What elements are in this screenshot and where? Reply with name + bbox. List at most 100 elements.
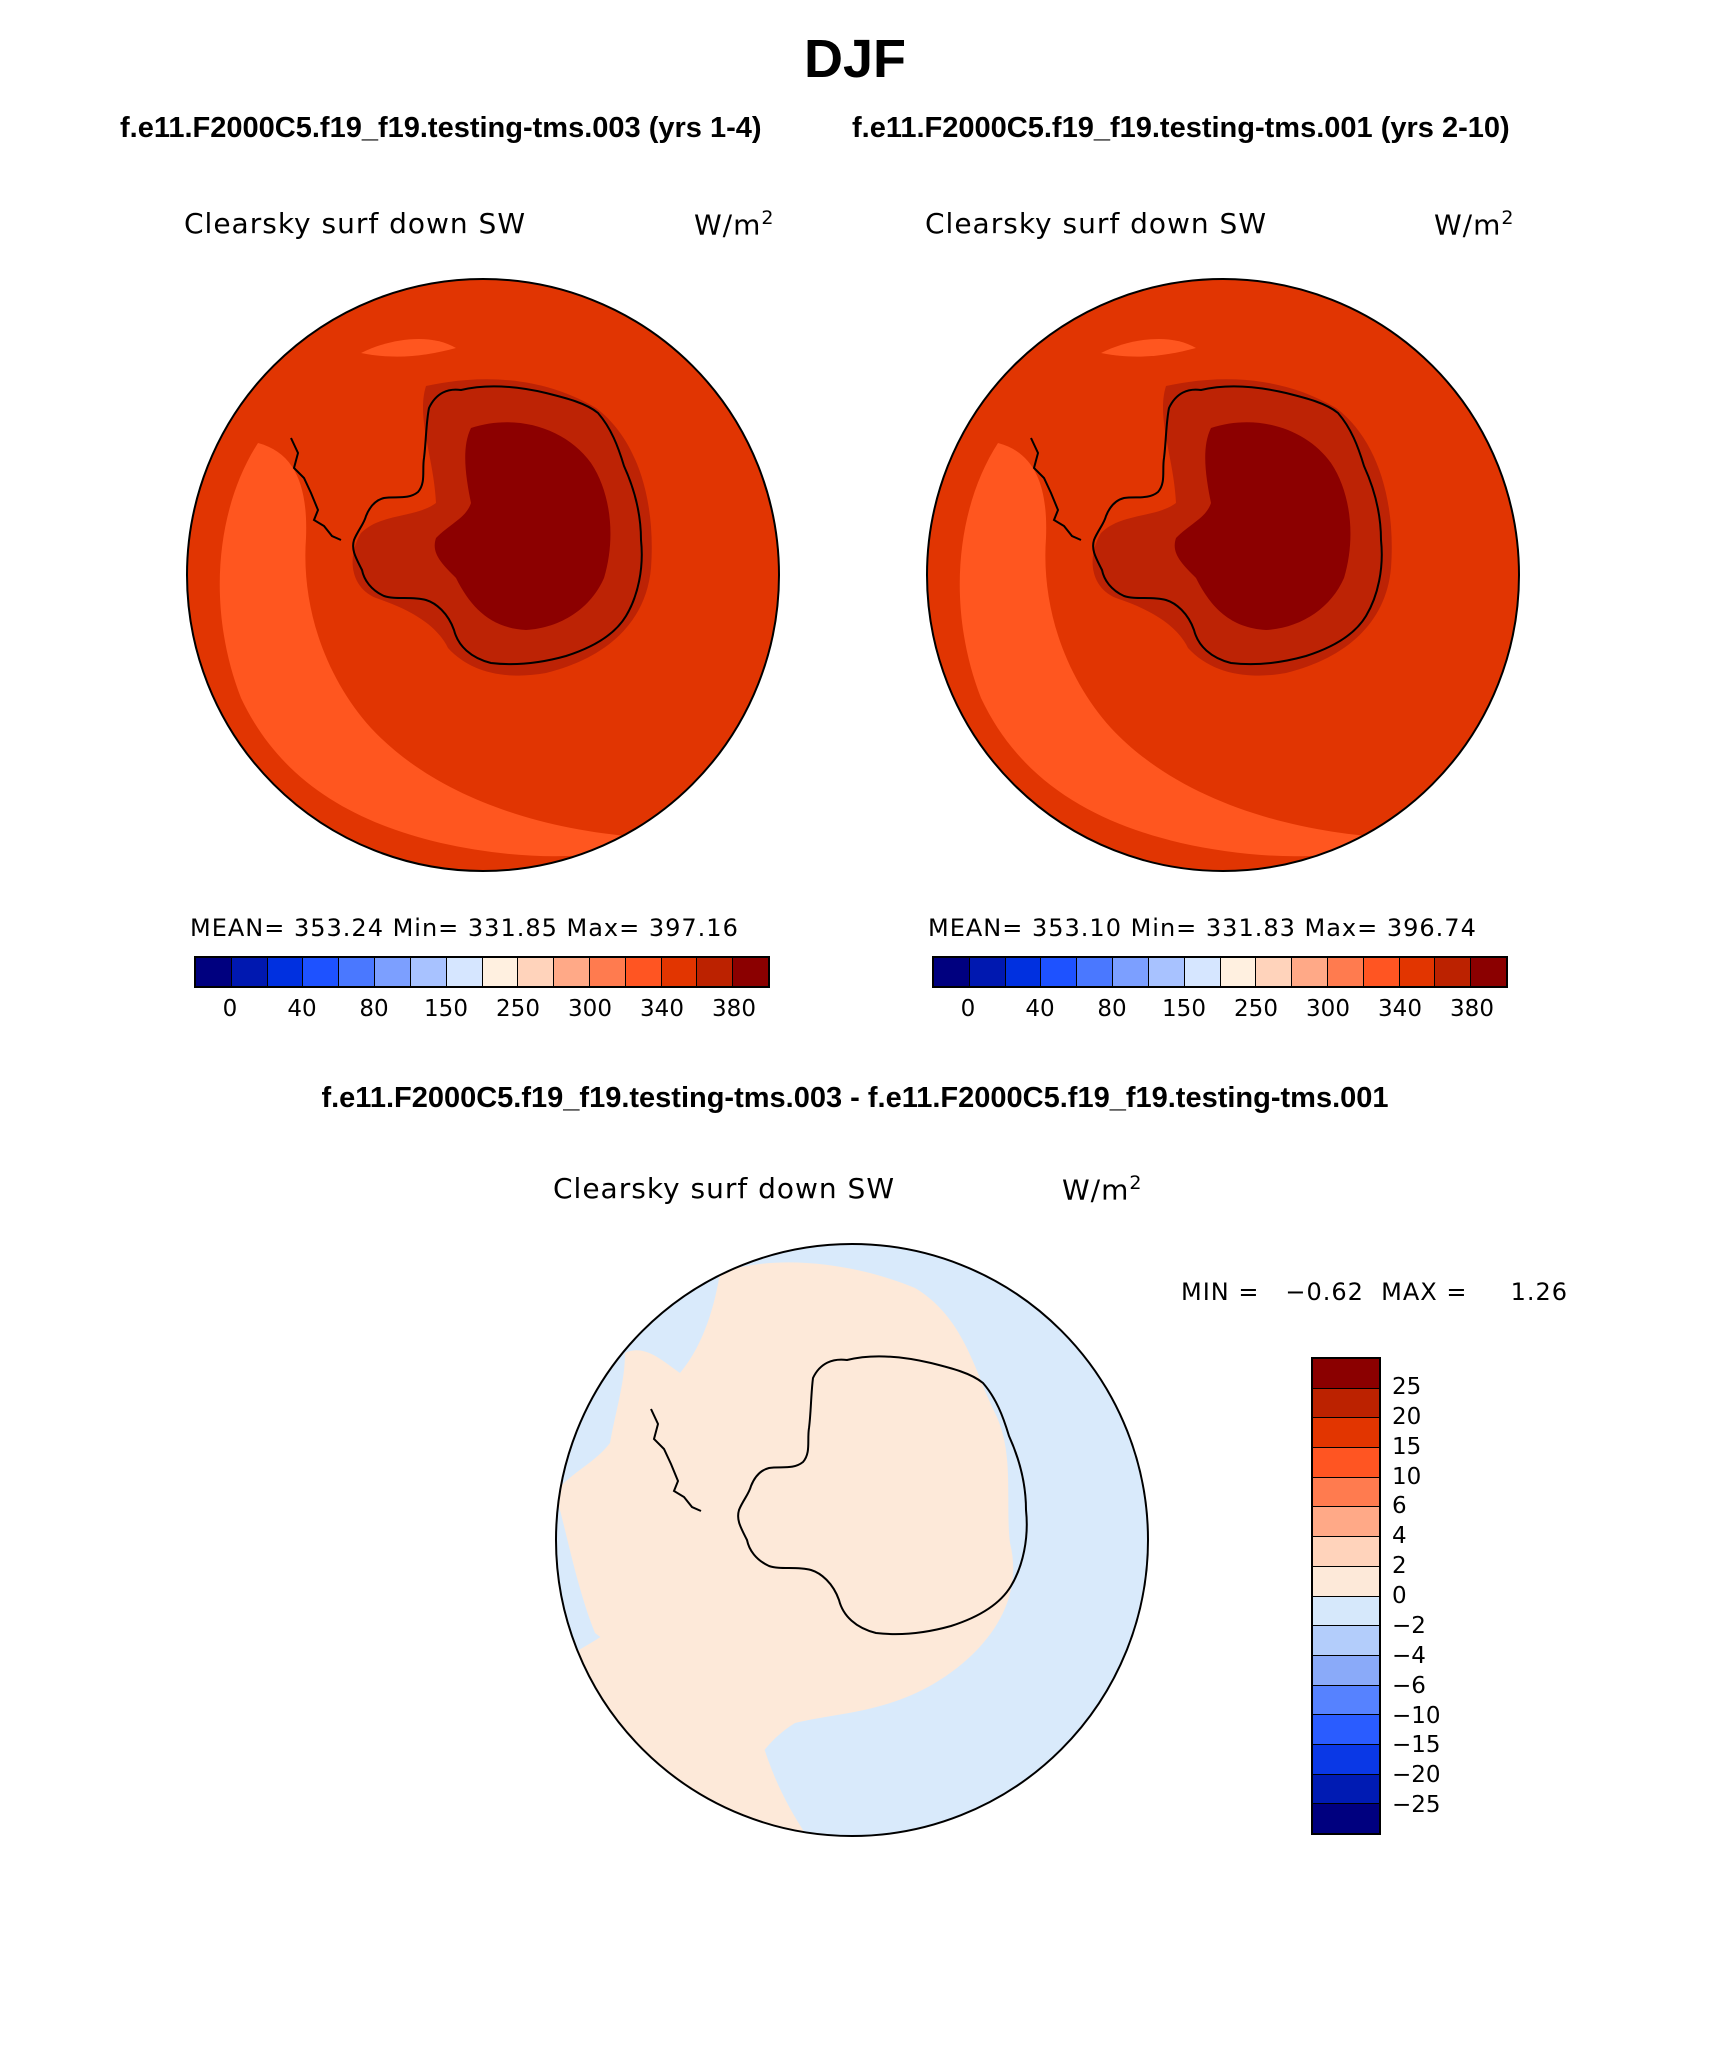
diff-colorbar: [1311, 1357, 1381, 1835]
panel1-colorbar-swatch: [697, 958, 734, 986]
diff-colorbar-swatch: [1313, 1655, 1379, 1686]
diff-peninsula: [650, 1408, 702, 1512]
panel1-colorbar-label: 150: [424, 996, 468, 1022]
diff-stats: MIN = −0.62 MAX = 1.26: [1181, 1278, 1569, 1306]
diff-units-sup: 2: [1129, 1172, 1143, 1194]
panel2-colorbar-label: 80: [1097, 996, 1127, 1022]
panel2-colorbar-swatch: [969, 958, 1006, 986]
diff-colorbar-label: 6: [1392, 1493, 1407, 1520]
panel2-colorbar-swatch: [1041, 958, 1078, 986]
panel2-units-sup: 2: [1501, 207, 1515, 229]
diff-colorbar-labels: 25 20 15 10 6 4 2 0 −2 −4 −6 −10 −15 −20 −25: [1392, 1357, 1472, 1835]
panel2-colorbar-swatch: [1471, 958, 1506, 986]
panel2-colorbar: [932, 956, 1508, 988]
panel1-colorbar-swatch: [267, 958, 304, 986]
panel2-light-patch: [1101, 338, 1196, 357]
diff-colorbar-swatch: [1313, 1566, 1379, 1597]
panel2-variable: Clearsky surf down SW: [925, 207, 1268, 240]
panel2-colorbar-label: 340: [1378, 996, 1422, 1022]
diff-colorbar-swatch: [1313, 1715, 1379, 1745]
diff-colorbar-label: −6: [1392, 1672, 1426, 1699]
panel1-units-text: W/m: [694, 208, 762, 242]
diff-units-text: W/m: [1062, 1173, 1130, 1207]
diff-colorbar-label: 0: [1392, 1583, 1407, 1609]
diff-colorbar-swatch: [1313, 1418, 1379, 1449]
panel1-colorbar: [194, 956, 770, 988]
panel2-colorbar-swatch: [1327, 958, 1364, 986]
panel1-colorbar-swatch: [196, 958, 232, 986]
subtitle-case-a: f.e11.F2000C5.f19_f19.testing-tms.003 (y…: [120, 112, 762, 144]
panel2-colorbar-swatch: [1077, 958, 1114, 986]
panel2-interior: [1174, 422, 1351, 630]
panel2-map: [926, 278, 1520, 872]
panel2-colorbar-swatch: [1435, 958, 1472, 986]
diff-colorbar-label: 2: [1392, 1553, 1407, 1580]
panel1-colorbar-swatch: [446, 958, 483, 986]
panel1-colorbar-label: 80: [359, 996, 389, 1022]
panel1-colorbar-swatch: [625, 958, 662, 986]
panel1-light-patch: [361, 338, 456, 357]
panel2-colorbar-label: 150: [1162, 996, 1206, 1022]
panel1-colorbar-label: 340: [640, 996, 684, 1022]
panel1-colorbar-swatch: [554, 958, 590, 986]
panel2-colorbar-label: 0: [960, 996, 976, 1022]
diff-colorbar-swatch: [1313, 1537, 1379, 1567]
diff-colorbar-label: 15: [1392, 1433, 1422, 1460]
panel1-interior: [434, 422, 611, 630]
panel2-colorbar-swatch: [1220, 958, 1257, 986]
diff-units: W/m2: [1062, 1172, 1143, 1206]
panel2-colorbar-labels: 0 40 80 150 250 300 340 380: [932, 996, 1508, 1026]
diff-colorbar-swatch: [1313, 1804, 1379, 1833]
panel2-coastline: [1092, 385, 1383, 666]
panel1-units-sup: 2: [761, 207, 775, 229]
panel2-units: W/m2: [1434, 207, 1515, 241]
panel2-colorbar-swatch: [934, 958, 970, 986]
panel1-colorbar-swatch: [375, 958, 411, 986]
panel1-colorbar-swatch: [482, 958, 519, 986]
panel2-colorbar-label: 380: [1450, 996, 1494, 1022]
diff-colorbar-swatch: [1313, 1596, 1379, 1627]
panel2-light-band: [959, 443, 1396, 857]
panel2-colorbar-swatch: [1113, 958, 1149, 986]
panel1-colorbar-swatch: [518, 958, 555, 986]
diff-colorbar-label: −25: [1392, 1792, 1441, 1819]
diff-colorbar-swatch: [1313, 1359, 1379, 1389]
panel1-colorbar-label: 0: [222, 996, 238, 1022]
diff-colorbar-label: −15: [1392, 1732, 1441, 1759]
panel1-colorbar-label: 250: [496, 996, 540, 1022]
panel1-colorbar-label: 300: [568, 996, 612, 1022]
panel1-stats: MEAN= 353.24 Min= 331.85 Max= 397.16: [190, 914, 739, 942]
subtitle-case-b: f.e11.F2000C5.f19_f19.testing-tms.001 (y…: [852, 112, 1510, 144]
panel1-light-band: [219, 443, 657, 857]
panel2-peninsula: [1030, 437, 1082, 541]
panel1-colorbar-labels: 0 40 80 150 250 300 340 380: [194, 996, 770, 1026]
panel2-colorbar-label: 250: [1234, 996, 1278, 1022]
panel1-colorbar-swatch: [589, 958, 626, 986]
diff-colorbar-label: −20: [1392, 1762, 1441, 1789]
panel2-colorbar-swatch: [1363, 958, 1400, 986]
diff-colorbar-label: 20: [1392, 1403, 1422, 1430]
panel1-colorbar-swatch: [410, 958, 447, 986]
diff-map: [555, 1243, 1149, 1837]
panel1-colorbar-swatch: [231, 958, 268, 986]
diff-colorbar-label: −10: [1392, 1702, 1441, 1729]
panel2-colorbar-label: 300: [1306, 996, 1350, 1022]
diff-colorbar-swatch: [1313, 1744, 1379, 1775]
panel1-units: W/m2: [694, 207, 775, 241]
panel1-colorbar-swatch: [339, 958, 376, 986]
diff-colorbar-swatch: [1313, 1448, 1379, 1478]
diff-colorbar-swatch: [1313, 1685, 1379, 1716]
page-title: DJF: [803, 29, 906, 89]
panel2-colorbar-swatch: [1256, 958, 1293, 986]
panel2-units-text: W/m: [1434, 208, 1502, 242]
diff-coastline: [737, 1355, 1028, 1636]
panel2-colorbar-swatch: [1148, 958, 1185, 986]
panel2-colorbar-swatch: [1184, 958, 1221, 986]
panel1-variable: Clearsky surf down SW: [184, 207, 527, 240]
diff-colorbar-label: 10: [1392, 1463, 1422, 1490]
panel2-colorbar-swatch: [1292, 958, 1328, 986]
panel1-coastline: [352, 385, 643, 666]
panel1-colorbar-swatch: [661, 958, 698, 986]
panel1-colorbar-swatch: [733, 958, 768, 986]
panel2-colorbar-swatch: [1005, 958, 1042, 986]
